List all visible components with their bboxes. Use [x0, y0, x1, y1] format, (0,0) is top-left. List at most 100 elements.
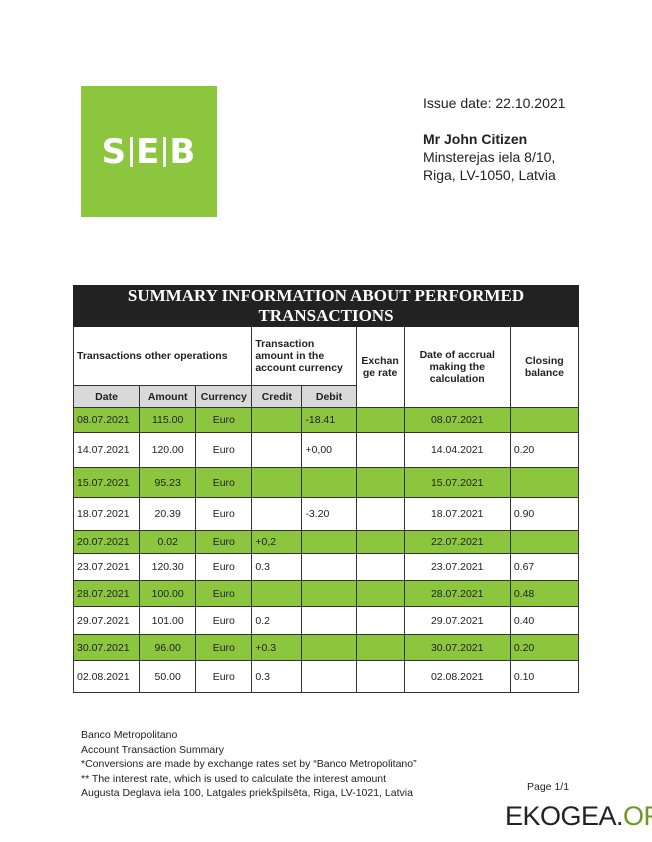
cell-rate — [355, 580, 405, 607]
footer-address: Augusta Deglava iela 100, Latgales priek… — [81, 787, 413, 799]
cell-date: 18.07.2021 — [72, 497, 141, 531]
table-row: 29.07.2021 101.00 Euro 0.2 29.07.2021 0.40 — [72, 606, 580, 635]
cell-amount: 20.39 — [139, 497, 197, 531]
cell-accrual: 23.07.2021 — [403, 553, 511, 581]
table-row: 23.07.2021 120.30 Euro 0.3 23.07.2021 0.67 — [72, 553, 580, 581]
cell-rate — [355, 606, 405, 635]
recipient-address: Mr John Citizen Minsterejas iela 8/10, R… — [423, 130, 556, 184]
cell-currency: Euro — [195, 407, 253, 433]
header-closing-balance: Closing balance — [509, 326, 580, 408]
cell-rate — [355, 553, 405, 581]
issue-date: Issue date: 22.10.2021 — [423, 95, 566, 111]
cell-debit — [301, 580, 357, 607]
footer-note1: *Conversions are made by exchange rates … — [81, 758, 417, 770]
cell-date: 15.07.2021 — [72, 467, 141, 498]
cell-balance: 0.90 — [509, 497, 580, 531]
page-number: Page 1/1 — [527, 781, 570, 793]
cell-accrual: 29.07.2021 — [403, 606, 511, 635]
cell-date: 29.07.2021 — [72, 606, 141, 635]
cell-amount: 50.00 — [139, 660, 197, 693]
table-row: 02.08.2021 50.00 Euro 0.3 02.08.2021 0.10 — [72, 660, 580, 693]
cell-rate — [355, 432, 405, 468]
header-amount-account: Transaction amount in the account curren… — [251, 326, 357, 386]
transactions-table: SUMMARY INFORMATION ABOUT PERFORMED TRAN… — [72, 285, 580, 693]
cell-debit — [301, 530, 357, 554]
cell-amount: 115.00 — [139, 407, 197, 433]
table-row: 30.07.2021 96.00 Euro +0.3 30.07.2021 0.20 — [72, 634, 580, 661]
cell-currency: Euro — [195, 580, 253, 607]
cell-rate — [355, 467, 405, 498]
cell-date: 30.07.2021 — [72, 634, 141, 661]
address-line2: Riga, LV-1050, Latvia — [423, 167, 556, 183]
cell-amount: 120.00 — [139, 432, 197, 468]
recipient-name: Mr John Citizen — [423, 131, 528, 147]
cell-balance — [509, 530, 580, 554]
cell-balance — [509, 467, 580, 498]
cell-accrual: 28.07.2021 — [403, 580, 511, 607]
cell-date: 20.07.2021 — [72, 530, 141, 554]
cell-debit — [301, 606, 357, 635]
cell-accrual: 22.07.2021 — [403, 530, 511, 554]
table-row: 14.07.2021 120.00 Euro +0,00 14.04.2021 0.20 — [72, 432, 580, 468]
cell-credit — [251, 407, 303, 433]
col-currency: Currency — [195, 385, 253, 408]
cell-debit — [301, 634, 357, 661]
cell-date: 28.07.2021 — [72, 580, 141, 607]
header-exchange-rate: Exchan ge rate — [355, 326, 405, 408]
cell-debit: +0,00 — [301, 432, 357, 468]
cell-currency: Euro — [195, 553, 253, 581]
cell-date: 14.07.2021 — [72, 432, 141, 468]
cell-rate — [355, 634, 405, 661]
cell-debit: -3.20 — [301, 497, 357, 531]
cell-accrual: 30.07.2021 — [403, 634, 511, 661]
cell-balance: 0.20 — [509, 432, 580, 468]
cell-balance: 0.48 — [509, 580, 580, 607]
cell-credit — [251, 580, 303, 607]
cell-credit: +0,2 — [251, 530, 303, 554]
cell-currency: Euro — [195, 497, 253, 531]
cell-currency: Euro — [195, 606, 253, 635]
cell-amount: 95.23 — [139, 467, 197, 498]
table-row: 20.07.2021 0.02 Euro +0,2 22.07.2021 — [72, 530, 580, 554]
cell-credit: 0.3 — [251, 660, 303, 693]
cell-currency: Euro — [195, 634, 253, 661]
cell-date: 02.08.2021 — [72, 660, 141, 693]
col-debit: Debit — [301, 385, 357, 408]
table-title: SUMMARY INFORMATION ABOUT PERFORMED TRAN… — [73, 285, 579, 327]
table-row: 15.07.2021 95.23 Euro 15.07.2021 — [72, 467, 580, 498]
cell-date: 23.07.2021 — [72, 553, 141, 581]
cell-balance — [509, 407, 580, 433]
cell-amount: 120.30 — [139, 553, 197, 581]
footer-bank: Banco Metropolitano — [81, 729, 178, 741]
cell-credit: +0.3 — [251, 634, 303, 661]
cell-accrual: 02.08.2021 — [403, 660, 511, 693]
cell-debit — [301, 553, 357, 581]
cell-amount: 100.00 — [139, 580, 197, 607]
cell-debit — [301, 660, 357, 693]
cell-rate — [355, 497, 405, 531]
table-row: 28.07.2021 100.00 Euro 28.07.2021 0.48 — [72, 580, 580, 607]
cell-debit — [301, 467, 357, 498]
cell-currency: Euro — [195, 432, 253, 468]
header-date-accrual: Date of accrual making the calculation — [403, 326, 511, 408]
cell-credit: 0.3 — [251, 553, 303, 581]
cell-amount: 0.02 — [139, 530, 197, 554]
cell-accrual: 15.07.2021 — [403, 467, 511, 498]
address-line1: Minsterejas iela 8/10, — [423, 149, 556, 165]
cell-accrual: 14.04.2021 — [403, 432, 511, 468]
col-date: Date — [72, 385, 141, 408]
cell-currency: Euro — [195, 467, 253, 498]
cell-balance: 0.10 — [509, 660, 580, 693]
cell-balance: 0.67 — [509, 553, 580, 581]
table-row: 08.07.2021 115.00 Euro -18.41 08.07.2021 — [72, 407, 580, 433]
col-credit: Credit — [251, 385, 303, 408]
cell-balance: 0.40 — [509, 606, 580, 635]
footer-note2: ** The interest rate, which is used to c… — [81, 772, 387, 785]
cell-credit — [251, 467, 303, 498]
cell-amount: 101.00 — [139, 606, 197, 635]
table-row: 18.07.2021 20.39 Euro -3.20 18.07.2021 0.90 — [72, 497, 580, 531]
cell-accrual: 18.07.2021 — [403, 497, 511, 531]
col-amount: Amount — [139, 385, 197, 408]
